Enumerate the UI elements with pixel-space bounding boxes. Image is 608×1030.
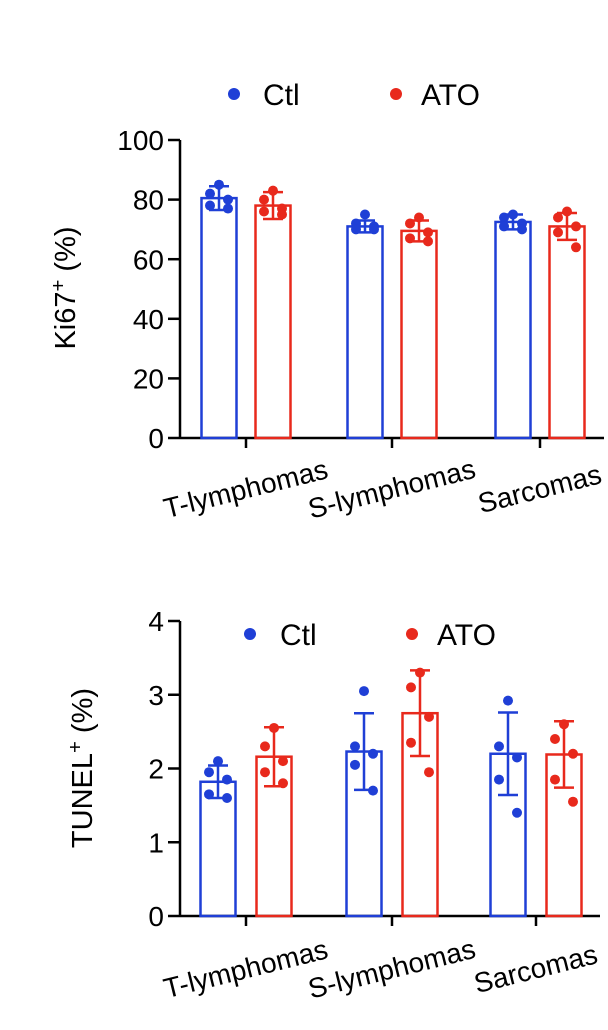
legend-label-ctl: Ctl <box>263 79 300 112</box>
data-point <box>423 227 433 238</box>
data-point <box>424 711 434 722</box>
legend-label-ato: ATO <box>437 619 496 652</box>
data-point <box>494 741 504 752</box>
y-axis-title: TUNEL+ (%) <box>65 688 99 848</box>
y-axis-title-unit: (%) <box>50 226 82 279</box>
y-tick-label: 3 <box>148 680 164 711</box>
data-point <box>350 741 360 752</box>
data-point <box>350 759 360 770</box>
data-point <box>499 212 509 223</box>
data-point <box>204 789 214 800</box>
bar <box>346 225 384 440</box>
y-axis-title-unit: (%) <box>67 688 99 741</box>
data-point <box>223 203 233 214</box>
x-category-label: S-lymphomas <box>305 933 479 1004</box>
data-point <box>214 179 224 190</box>
legend-marker-ctl <box>228 88 240 100</box>
data-point <box>503 695 513 706</box>
data-point <box>406 737 416 748</box>
legend-label-ato: ATO <box>421 79 480 112</box>
legend-marker-ato <box>406 628 418 640</box>
legend-label-ctl: Ctl <box>280 619 317 652</box>
x-category-label: Sarcomas <box>475 458 605 519</box>
data-point <box>260 741 270 752</box>
bar <box>400 229 438 440</box>
data-point <box>571 242 581 253</box>
data-point <box>259 194 269 205</box>
bar <box>494 220 532 440</box>
y-tick-label: 100 <box>117 125 164 156</box>
data-point <box>568 748 578 759</box>
data-point <box>550 774 560 785</box>
x-category-label: Sarcomas <box>471 938 601 999</box>
data-point <box>405 218 415 229</box>
data-point <box>278 778 288 789</box>
data-point <box>260 767 270 778</box>
y-axis-title: Ki67+ (%) <box>48 226 82 349</box>
data-point <box>423 236 433 247</box>
bar <box>548 225 586 440</box>
data-point <box>517 224 527 235</box>
x-category-label: T-lymphomas <box>160 933 331 1004</box>
bar <box>254 204 292 440</box>
data-point <box>414 212 424 223</box>
y-tick-label: 2 <box>148 754 164 785</box>
y-tick-label: 4 <box>148 606 164 637</box>
data-point <box>494 774 504 785</box>
data-point <box>205 200 215 211</box>
data-point <box>222 793 232 803</box>
data-point <box>415 667 425 678</box>
data-point <box>368 748 378 759</box>
y-axis-title-main: Ki67 <box>50 291 82 349</box>
data-point <box>351 224 361 235</box>
data-point <box>508 209 518 220</box>
data-point <box>369 224 379 235</box>
data-point <box>406 682 416 693</box>
y-tick-label: 60 <box>133 244 164 275</box>
data-point <box>259 206 269 217</box>
data-point <box>562 206 572 217</box>
data-point <box>277 209 287 220</box>
y-tick-label: 1 <box>148 827 164 858</box>
data-point <box>405 233 415 244</box>
data-point <box>213 756 223 767</box>
data-point <box>424 767 434 778</box>
data-point <box>269 722 279 733</box>
data-point <box>512 752 522 763</box>
y-tick-label: 40 <box>133 304 164 335</box>
data-point <box>360 209 370 220</box>
legend-marker-ato <box>390 88 402 100</box>
bar <box>200 196 238 440</box>
data-point <box>550 734 560 744</box>
data-point <box>268 185 278 196</box>
y-axis-title-superscript: + <box>65 741 87 753</box>
legend-marker-ctl <box>244 628 256 640</box>
data-point <box>571 221 581 232</box>
x-category-label: T-lymphomas <box>160 453 331 524</box>
y-tick-label: 0 <box>148 901 164 932</box>
y-tick-label: 80 <box>133 185 164 216</box>
data-point <box>559 719 569 730</box>
data-point <box>205 188 215 199</box>
data-point <box>512 807 522 818</box>
data-point <box>278 756 288 767</box>
y-tick-label: 0 <box>148 423 164 454</box>
data-point <box>204 767 214 778</box>
bar <box>199 780 237 918</box>
data-point <box>553 227 563 238</box>
tunel-panel: 0 1 2 3 4 TUNEL+ (%) Ctl ATO T-lymphomasS-lympho… <box>65 606 601 1004</box>
data-point <box>553 212 563 223</box>
data-point <box>499 221 509 232</box>
data-point <box>568 796 578 807</box>
x-category-label: S-lymphomas <box>305 453 479 524</box>
data-point <box>359 686 369 697</box>
data-point <box>223 194 233 205</box>
y-axis-title-main: TUNEL <box>67 753 99 848</box>
y-tick-label: 20 <box>133 363 164 394</box>
data-point <box>222 774 232 785</box>
y-axis-title-superscript: + <box>48 280 70 292</box>
data-point <box>368 785 378 796</box>
ki67-panel: 0 20 40 60 80 100 Ki67+ (%) Ctl ATO T-lymphomasS-… <box>48 79 605 525</box>
